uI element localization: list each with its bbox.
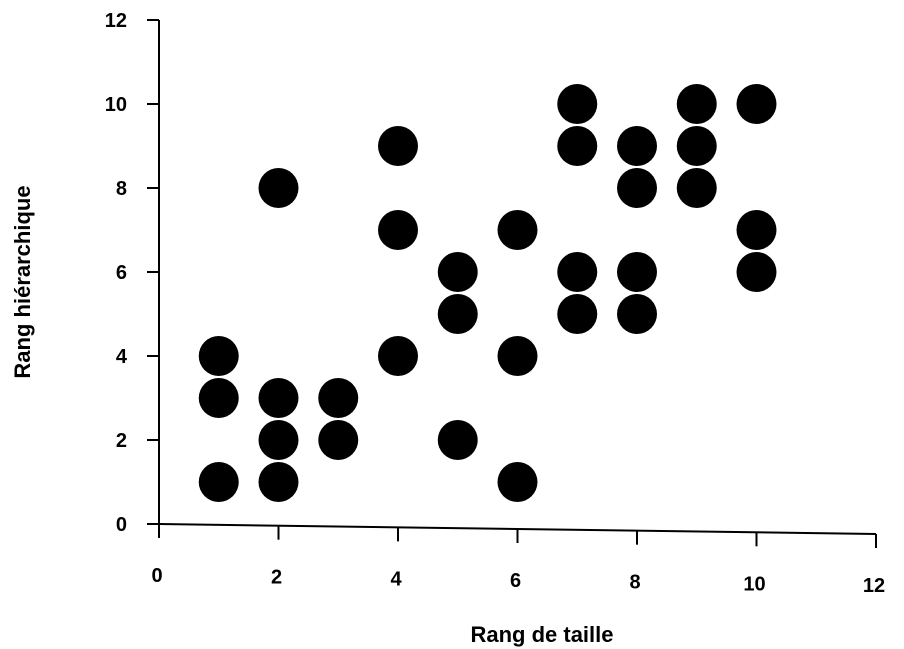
ticks: 0 2 4 6 8 10 12 0 2 4 6 8 10 12 — [105, 10, 885, 597]
data-point — [437, 420, 478, 460]
data-point — [437, 252, 478, 292]
data-point — [497, 210, 538, 250]
x-tick-label: 12 — [863, 575, 885, 597]
x-tick-label: 8 — [629, 572, 640, 594]
data-point — [258, 168, 299, 208]
data-point — [198, 336, 239, 376]
y-tick-label: 4 — [116, 346, 128, 368]
data-point — [318, 378, 359, 418]
data-point — [617, 168, 657, 208]
x-tick-label: 10 — [743, 573, 765, 595]
data-point — [617, 294, 657, 334]
data-point — [318, 420, 359, 460]
data-point — [557, 84, 598, 124]
data-point — [378, 336, 418, 376]
data-point — [378, 210, 418, 250]
data-point — [736, 84, 777, 124]
data-point — [497, 336, 538, 376]
data-point — [617, 126, 657, 166]
data-point — [676, 126, 717, 166]
data-point — [676, 168, 717, 208]
data-point — [258, 378, 299, 418]
y-tick-label: 6 — [116, 262, 127, 284]
x-tick-label: 2 — [271, 567, 282, 589]
y-tick-label: 10 — [105, 94, 127, 116]
data-point — [437, 294, 478, 334]
data-point — [198, 378, 239, 418]
data-point — [497, 462, 538, 502]
y-tick-label: 2 — [116, 430, 127, 452]
data-point — [617, 252, 657, 292]
y-tick-label: 12 — [105, 10, 127, 32]
data-point — [736, 252, 777, 292]
data-point — [557, 252, 598, 292]
data-point — [557, 294, 598, 334]
x-axis-title: Rang de taille — [470, 622, 613, 647]
x-tick-label: 4 — [390, 568, 402, 590]
data-points — [198, 84, 777, 502]
y-tick-label: 8 — [116, 178, 127, 200]
data-point — [736, 210, 777, 250]
data-point — [258, 420, 299, 460]
data-point — [676, 84, 717, 124]
data-point — [258, 462, 299, 502]
y-axis-title: Rang hiérarchique — [10, 185, 35, 378]
data-point — [198, 462, 239, 502]
x-tick-label: 0 — [151, 565, 162, 587]
x-tick-label: 6 — [510, 570, 521, 592]
y-tick-label: 0 — [116, 514, 127, 536]
data-point — [557, 126, 598, 166]
data-point — [378, 126, 418, 166]
